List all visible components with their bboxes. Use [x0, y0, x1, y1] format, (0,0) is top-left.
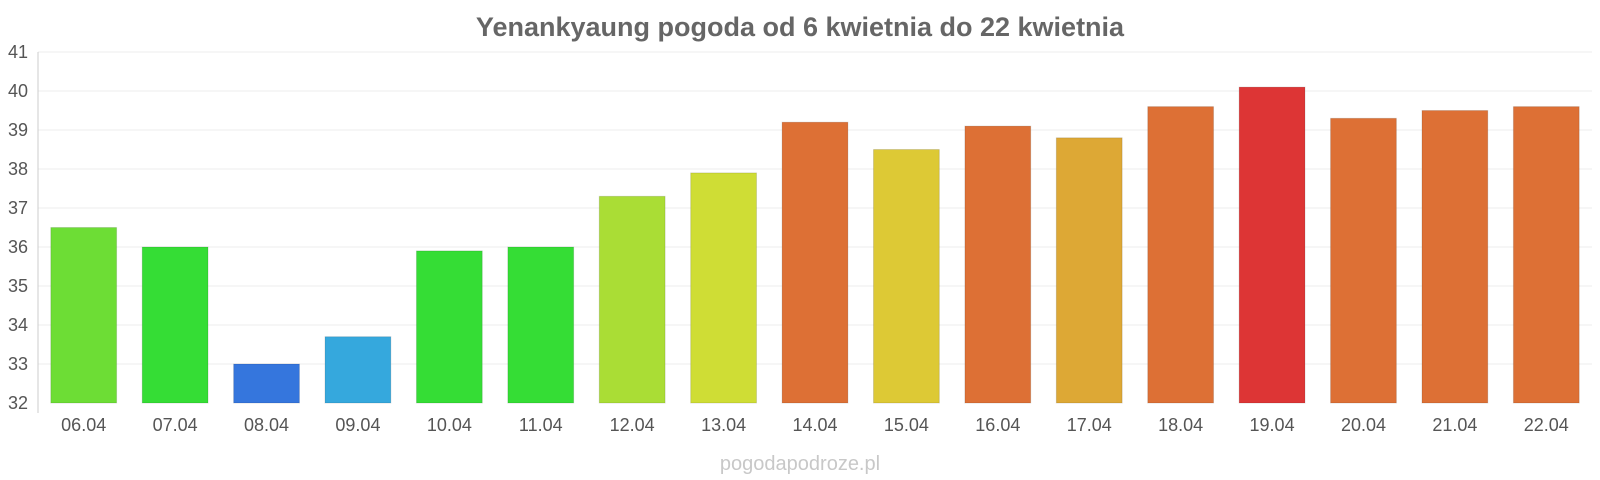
bar-13.04[interactable]	[690, 172, 757, 404]
bar-10.04[interactable]	[415, 250, 483, 404]
x-tick-label: 14.04	[792, 415, 837, 435]
x-axis-ticks: 06.04 07.04 08.04 09.04 10.04 11.04 12.04 13.04…	[61, 415, 1569, 435]
x-tick-label: 18.04	[1158, 415, 1203, 435]
x-tick-label: 10.04	[427, 415, 472, 435]
x-tick-label: 17.04	[1067, 415, 1112, 435]
x-tick-label: 16.04	[975, 415, 1020, 435]
y-tick-label: 36	[8, 237, 28, 257]
bar-17.04[interactable]	[1055, 137, 1123, 404]
x-tick-label: 19.04	[1250, 415, 1295, 435]
bars	[50, 86, 1580, 404]
bar-15.04[interactable]	[873, 149, 940, 404]
bar-22.04[interactable]	[1512, 106, 1580, 404]
x-tick-label: 08.04	[244, 415, 289, 435]
x-tick-label: 12.04	[610, 415, 655, 435]
bar-20.04[interactable]	[1330, 117, 1397, 404]
y-tick-label: 40	[8, 81, 28, 101]
bar-06.04[interactable]	[50, 227, 118, 404]
chart-title: Yenankyaung pogoda od 6 kwietnia do 22 k…	[476, 12, 1125, 42]
bar-21.04[interactable]	[1421, 110, 1489, 404]
y-tick-label: 38	[8, 159, 28, 179]
y-tick-label: 35	[8, 276, 28, 296]
bar-18.04[interactable]	[1147, 106, 1215, 404]
bar-19.04[interactable]	[1238, 86, 1306, 404]
bar-08.04[interactable]	[233, 363, 300, 404]
x-tick-label: 06.04	[61, 415, 106, 435]
y-axis-ticks: 32 33 34 35 36 37 38 39 40 41	[8, 42, 28, 413]
x-tick-label: 22.04	[1524, 415, 1569, 435]
bar-12.04[interactable]	[598, 195, 666, 404]
x-tick-label: 09.04	[335, 415, 380, 435]
x-tick-label: 15.04	[884, 415, 929, 435]
x-tick-label: 20.04	[1341, 415, 1386, 435]
y-tick-label: 34	[8, 315, 28, 335]
bar-14.04[interactable]	[781, 121, 849, 404]
x-tick-label: 07.04	[153, 415, 198, 435]
bar-07.04[interactable]	[141, 246, 209, 404]
x-tick-label: 13.04	[701, 415, 746, 435]
x-tick-label: 21.04	[1432, 415, 1477, 435]
bar-16.04[interactable]	[964, 125, 1032, 404]
bar-11.04[interactable]	[507, 246, 575, 404]
y-tick-label: 41	[8, 42, 28, 62]
y-tick-label: 32	[8, 393, 28, 413]
x-tick-label: 11.04	[519, 415, 563, 435]
y-tick-label: 39	[8, 120, 28, 140]
y-tick-label: 37	[8, 198, 28, 218]
source-credit: pogodapodroze.pl	[720, 453, 880, 475]
y-tick-label: 33	[8, 354, 28, 374]
bar-09.04[interactable]	[324, 336, 392, 404]
